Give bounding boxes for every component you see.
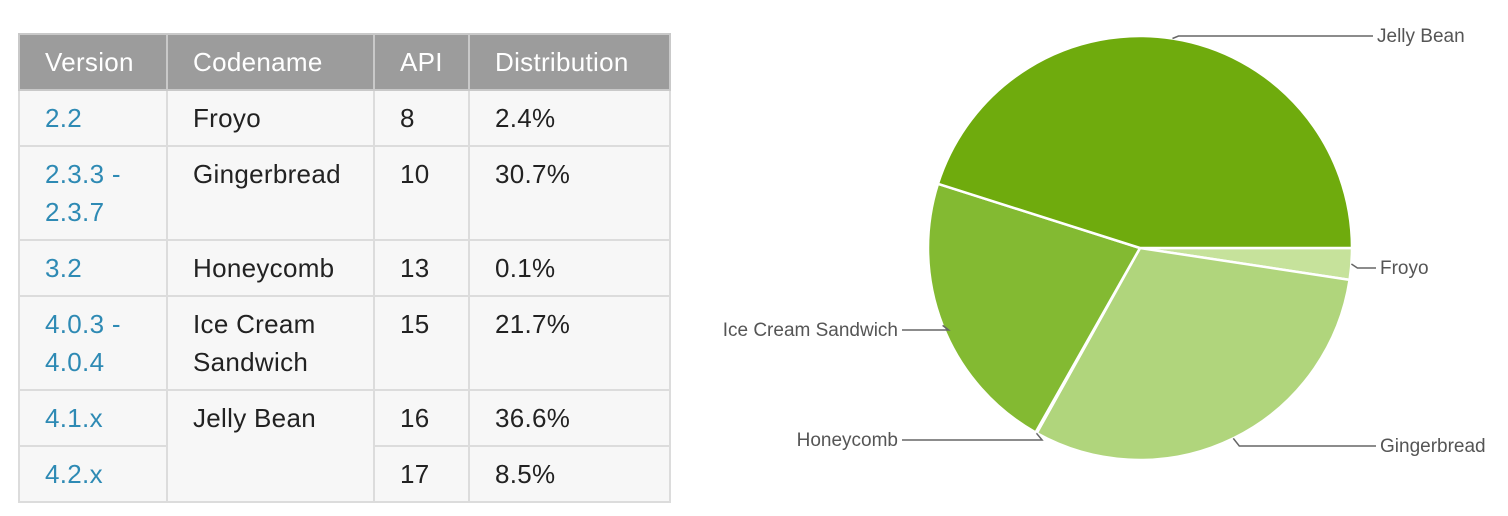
distribution-text: 21.7% <box>495 309 571 339</box>
distribution-text: 36.6% <box>495 403 571 433</box>
codename-cell: Gingerbread <box>166 145 375 241</box>
table-row: 2.2 Froyo 8 2.4% <box>18 89 671 147</box>
codename-cell: Jelly Bean <box>166 389 375 503</box>
codename-text: Froyo <box>193 103 261 133</box>
table-row: 3.2 Honeycomb 13 0.1% <box>18 239 671 297</box>
api-cell: 10 <box>373 145 470 241</box>
table-header-row: Version Codename API Distribution <box>18 33 671 91</box>
distribution-cell: 21.7% <box>468 295 671 391</box>
distribution-cell: 36.6% <box>468 389 671 447</box>
distribution-cell: 8.5% <box>468 445 671 503</box>
api-cell: 17 <box>373 445 470 503</box>
header-api: API <box>373 33 470 91</box>
header-codename: Codename <box>166 33 375 91</box>
api-text: 8 <box>400 103 415 133</box>
codename-cell: Froyo <box>166 89 375 147</box>
api-text: 16 <box>400 403 430 433</box>
codename-text: Jelly Bean <box>193 403 316 433</box>
pie-slice-gingerbread <box>1035 246 1351 462</box>
codename-text: Honeycomb <box>193 253 335 283</box>
api-text: 13 <box>400 253 430 283</box>
version-link[interactable]: 4.1.x <box>45 403 103 433</box>
api-cell: 16 <box>373 389 470 447</box>
distribution-cell: 30.7% <box>468 145 671 241</box>
codename-text: Gingerbread <box>193 159 341 189</box>
slice-label-ice-cream-sandwich: Ice Cream Sandwich <box>723 320 898 341</box>
pie-slice-jelly-bean <box>936 34 1354 250</box>
leader-line-honeycomb <box>902 432 1044 441</box>
leader-line-gingerbread <box>1232 437 1376 447</box>
leader-line-froyo <box>1350 263 1376 269</box>
version-cell[interactable]: 4.0.3 - 4.0.4 <box>18 295 168 391</box>
slice-label-honeycomb: Honeycomb <box>797 430 898 451</box>
distribution-text: 30.7% <box>495 159 571 189</box>
leader-line-jelly-bean <box>1172 35 1373 40</box>
version-cell[interactable]: 2.3.3 - 2.3.7 <box>18 145 168 241</box>
codename-cell: Ice Cream Sandwich <box>166 295 375 391</box>
distribution-pie-chart: Froyo Gingerbread Honeycomb Ice Cream Sandw… <box>723 26 1486 462</box>
header-distribution: Distribution <box>468 33 671 91</box>
distribution-text: 8.5% <box>495 459 556 489</box>
header-version: Version <box>18 33 168 91</box>
version-cell[interactable]: 3.2 <box>18 239 168 297</box>
table-row: 2.3.3 - 2.3.7 Gingerbread 10 30.7% <box>18 145 671 241</box>
codename-cell: Honeycomb <box>166 239 375 297</box>
version-cell[interactable]: 4.2.x <box>18 445 168 503</box>
table-row: 4.0.3 - 4.0.4 Ice Cream Sandwich 15 21.7… <box>18 295 671 391</box>
slice-label-jelly-bean: Jelly Bean <box>1377 26 1465 47</box>
version-link[interactable]: 4.2.x <box>45 459 103 489</box>
api-cell: 13 <box>373 239 470 297</box>
api-text: 15 <box>400 309 430 339</box>
version-link[interactable]: 3.2 <box>45 253 83 283</box>
version-link[interactable]: 2.3.3 - 2.3.7 <box>45 159 121 227</box>
slice-label-gingerbread: Gingerbread <box>1380 436 1486 457</box>
distribution-text: 2.4% <box>495 103 556 133</box>
distribution-text: 0.1% <box>495 253 556 283</box>
leader-line-ice-cream-sandwich <box>902 324 951 331</box>
api-text: 10 <box>400 159 430 189</box>
version-link[interactable]: 2.2 <box>45 103 83 133</box>
version-link[interactable]: 4.0.3 - 4.0.4 <box>45 309 121 377</box>
api-cell: 8 <box>373 89 470 147</box>
distribution-table: Version Codename API Distribution 2.2 Fr… <box>18 33 671 503</box>
distribution-cell: 2.4% <box>468 89 671 147</box>
distribution-cell: 0.1% <box>468 239 671 297</box>
version-cell[interactable]: 4.1.x <box>18 389 168 447</box>
api-text: 17 <box>400 459 430 489</box>
table-row: 4.2.x 17 8.5% <box>18 445 671 503</box>
api-cell: 15 <box>373 295 470 391</box>
table-row: 4.1.x Jelly Bean 16 36.6% <box>18 389 671 503</box>
version-cell[interactable]: 2.2 <box>18 89 168 147</box>
slice-label-froyo: Froyo <box>1380 258 1429 279</box>
codename-text: Ice Cream Sandwich <box>193 309 316 377</box>
